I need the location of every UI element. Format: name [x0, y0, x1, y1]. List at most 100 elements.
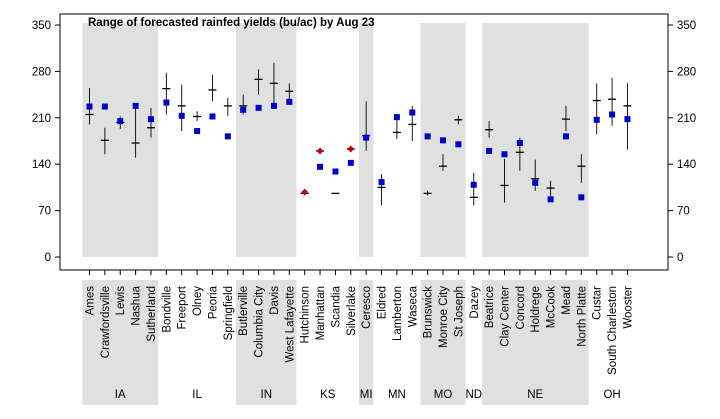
state-shade-labels-ne — [481, 280, 589, 405]
site-labels-layer: IA IL IN KS MI MN MO ND NE OH Ames Crawfordsville Le… — [85, 285, 635, 401]
mean-marker-blue-peoria — [209, 113, 216, 120]
site-label-columbia-city: Columbia City — [254, 286, 266, 358]
mean-marker-blue-eldred — [378, 179, 385, 186]
y-tick-label-left: 70 — [38, 206, 51, 218]
mean-marker-blue-crawfordsville — [101, 103, 108, 110]
site-label-west-lafayette: West Lafayette — [284, 286, 296, 363]
y-tick-label-left: 350 — [32, 20, 51, 32]
site-label-wooster: Wooster — [622, 286, 634, 329]
state-label-mn: MN — [388, 389, 406, 401]
mean-marker-blue-springfield — [224, 133, 231, 140]
mean-marker-blue-olney — [194, 128, 201, 135]
site-label-manhattan: Manhattan — [315, 286, 327, 340]
mean-marker-blue-west-lafayette — [286, 98, 293, 105]
site-label-holdrege: Holdrege — [530, 286, 542, 333]
mean-marker-blue-davis — [270, 102, 277, 109]
mean-marker-blue-butlerville — [240, 106, 247, 113]
mean-marker-blue-manhattan — [317, 163, 324, 170]
axes-layer: 0 0 70 70 140 140 210 210 280 280 350 350 — [32, 13, 696, 275]
site-label-eldred: Eldred — [377, 286, 389, 319]
y-tick-label-right: 70 — [677, 206, 690, 218]
state-label-mo: MO — [434, 389, 453, 401]
mean-marker-blue-clay-center — [501, 151, 508, 158]
mean-marker-blue-columbia-city — [255, 104, 262, 111]
mean-marker-blue-mead — [562, 133, 569, 140]
site-label-butlerville: Butlerville — [238, 286, 250, 336]
y-tick-label-left: 210 — [32, 113, 51, 125]
state-shade-plot-ia — [82, 23, 159, 257]
mean-marker-blue-south-charleston — [609, 111, 616, 118]
y-tick-label-left: 140 — [32, 159, 51, 171]
state-shade-labels-in — [236, 280, 297, 405]
data-marks-layer — [85, 62, 632, 206]
mean-marker-blue-concord — [516, 139, 523, 146]
y-tick-label-left: 280 — [32, 66, 51, 78]
site-label-beatrice: Beatrice — [484, 286, 496, 328]
y-tick-label-right: 210 — [677, 113, 696, 125]
mean-marker-red-manhattan — [316, 147, 324, 155]
site-label-dazey: Dazey — [469, 286, 481, 319]
mean-marker-blue-brunswick — [424, 133, 431, 140]
site-label-nashua: Nashua — [131, 285, 143, 325]
site-label-lamberton: Lamberton — [392, 286, 404, 341]
mean-marker-blue-freeport — [178, 112, 185, 119]
site-label-north-platte: North Platte — [576, 286, 588, 347]
site-label-hutchinson: Hutchinson — [300, 286, 312, 344]
site-label-monroe-city: Monroe City — [438, 286, 450, 348]
mean-marker-blue-monroe-city — [440, 137, 447, 144]
mean-marker-blue-sutherland — [147, 116, 154, 123]
site-label-sutherland: Sutherland — [146, 286, 158, 342]
mean-marker-blue-ceresco — [363, 134, 370, 141]
state-label-ks: KS — [320, 389, 336, 401]
state-shade-plot-in — [236, 23, 297, 257]
state-label-il: IL — [192, 389, 202, 401]
site-label-clay-center: Clay Center — [499, 286, 511, 347]
site-label-custar: Custar — [592, 286, 604, 320]
mean-marker-blue-ames — [86, 103, 93, 110]
mean-marker-blue-dazey — [470, 181, 477, 188]
mean-marker-blue-wooster — [624, 116, 631, 123]
state-shading-layer — [82, 23, 589, 405]
site-label-freeport: Freeport — [177, 285, 189, 329]
site-label-davis: Davis — [269, 286, 281, 315]
state-shade-labels-mi — [358, 280, 374, 405]
state-label-in: IN — [261, 389, 273, 401]
site-label-bondville: Bondville — [161, 286, 173, 333]
mean-marker-blue-st-joseph — [455, 141, 462, 148]
mean-marker-red-silverlake — [347, 145, 355, 153]
chart-title: Range of forecasted rainfed yields (bu/a… — [88, 17, 375, 29]
y-tick-label-left: 0 — [45, 252, 51, 264]
site-label-waseca: Waseca — [407, 285, 419, 327]
mean-marker-blue-silverlake — [347, 159, 354, 166]
site-label-springfield: Springfield — [223, 286, 235, 340]
mean-marker-blue-beatrice — [486, 147, 493, 154]
y-tick-label-right: 140 — [677, 159, 696, 171]
mean-marker-blue-north-platte — [578, 194, 585, 201]
y-tick-label-right: 350 — [677, 20, 696, 32]
state-label-mi: MI — [360, 389, 373, 401]
mean-marker-blue-waseca — [409, 109, 416, 116]
mean-marker-blue-scandia — [332, 168, 339, 175]
y-tick-label-right: 0 — [677, 252, 683, 264]
state-shade-plot-ne — [481, 23, 589, 257]
state-shade-labels-mo — [420, 280, 466, 405]
mean-marker-blue-custar — [593, 116, 600, 123]
mean-marker-blue-nashua — [132, 102, 139, 109]
site-label-st-joseph: St Joseph — [453, 286, 465, 337]
state-label-oh: OH — [603, 389, 620, 401]
state-label-nd: ND — [465, 389, 482, 401]
site-label-scandia: Scandia — [330, 285, 342, 327]
site-label-silverlake: Silverlake — [346, 286, 358, 336]
mean-marker-blue-holdrege — [532, 179, 539, 186]
site-label-ames: Ames — [85, 286, 97, 316]
site-label-lewis: Lewis — [115, 286, 127, 316]
mean-marker-blue-mccook — [547, 196, 554, 203]
site-label-south-charleston: South Charleston — [607, 286, 619, 375]
state-label-ne: NE — [527, 389, 543, 401]
site-label-peoria: Peoria — [207, 285, 219, 319]
site-label-mead: Mead — [561, 286, 573, 315]
state-shade-labels-ia — [82, 280, 159, 405]
mean-marker-blue-bondville — [163, 99, 170, 106]
site-label-concord: Concord — [515, 286, 527, 329]
mean-marker-blue-lewis — [117, 118, 124, 125]
